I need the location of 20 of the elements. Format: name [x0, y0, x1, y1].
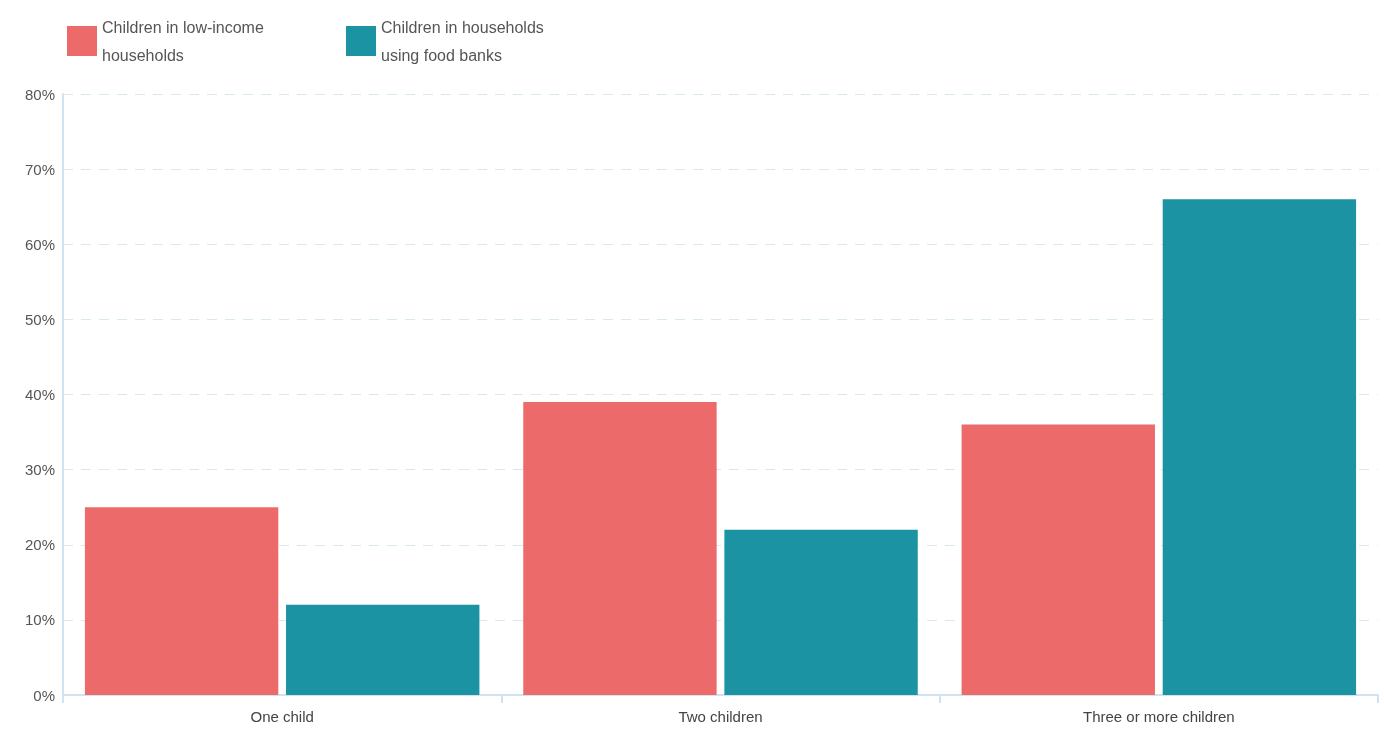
y-tick-label: 30% — [24, 461, 55, 479]
x-tick-label: One child — [250, 708, 314, 725]
y-tick-label: 70% — [24, 160, 55, 178]
legend-label: Children in households using food banks — [381, 18, 549, 64]
x-tick-label: Three or more children — [1082, 708, 1235, 725]
y-tick-label: 80% — [24, 85, 55, 103]
y-tick-label: 50% — [24, 310, 55, 328]
y-tick-label: 40% — [24, 386, 55, 403]
y-tick-label: 60% — [24, 235, 55, 253]
y-tick-label: 0% — [33, 686, 55, 704]
bar — [1162, 199, 1357, 695]
bar — [286, 604, 480, 695]
bar — [523, 402, 717, 695]
y-tick-label: 20% — [24, 536, 55, 554]
legend-label: Children in low-income households — [102, 18, 269, 64]
x-tick-label: Two children — [678, 708, 763, 725]
bar — [84, 507, 279, 695]
bar — [724, 529, 918, 695]
y-tick-label: 10% — [24, 611, 55, 629]
bar — [961, 424, 1155, 695]
